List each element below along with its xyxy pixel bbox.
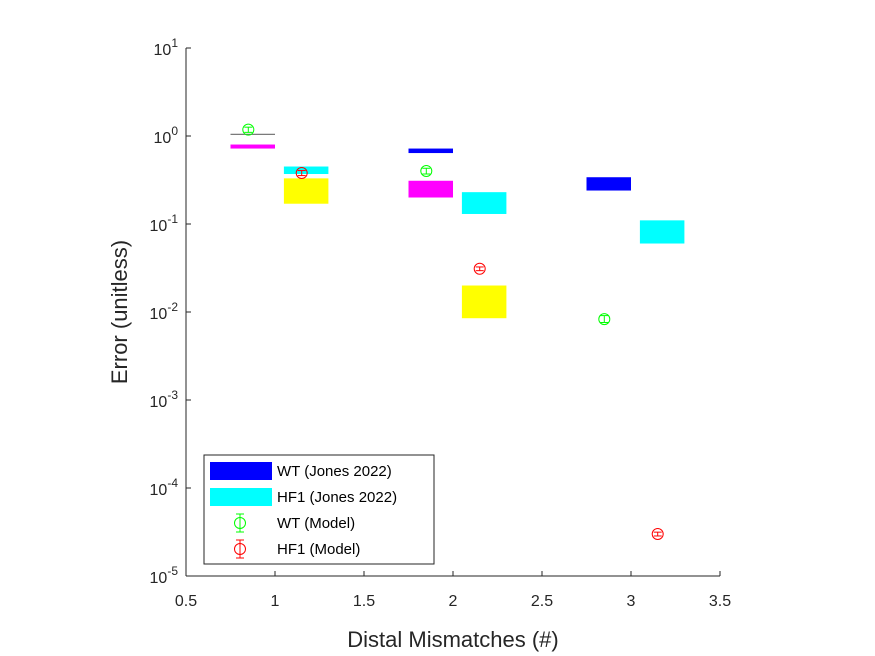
x-tick-label: 1 bbox=[271, 593, 280, 610]
data-box bbox=[230, 133, 275, 135]
legend-swatch bbox=[210, 462, 272, 480]
legend-item: HF1 (Jones 2022) bbox=[210, 488, 397, 506]
y-tick-label: 10-1 bbox=[150, 212, 179, 235]
data-box bbox=[586, 177, 631, 191]
data-point bbox=[598, 313, 611, 326]
y-ticks: 101 100 10-1 10-2 10-3 10-4 10-5 bbox=[150, 36, 191, 587]
legend-item: WT (Jones 2022) bbox=[210, 462, 392, 480]
plot-area bbox=[230, 123, 685, 541]
marker bbox=[420, 165, 433, 178]
data-point bbox=[473, 262, 486, 275]
legend-marker bbox=[234, 517, 246, 529]
legend-label: WT (Model) bbox=[277, 515, 355, 532]
marker bbox=[473, 262, 486, 275]
legend-marker bbox=[234, 543, 246, 555]
y-tick-label: 10-4 bbox=[150, 476, 179, 499]
data-box bbox=[408, 148, 453, 154]
marker bbox=[295, 166, 308, 179]
legend-label: HF1 (Model) bbox=[277, 541, 360, 558]
marker bbox=[651, 528, 664, 541]
y-tick-label: 101 bbox=[154, 36, 179, 59]
legend-label: HF1 (Jones 2022) bbox=[277, 489, 397, 506]
x-tick-label: 0.5 bbox=[175, 593, 197, 610]
x-ticks: 0.5 1 1.5 2 2.5 3 3.5 bbox=[175, 571, 731, 610]
x-axis-title: Distal Mismatches (#) bbox=[347, 627, 558, 652]
data-point bbox=[295, 166, 308, 179]
x-tick-label: 1.5 bbox=[353, 593, 375, 610]
data-box bbox=[283, 178, 329, 204]
marker bbox=[242, 123, 255, 136]
x-tick-label: 2.5 bbox=[531, 593, 553, 610]
y-axis-title: Error (unitless) bbox=[107, 240, 132, 384]
x-tick-label: 3 bbox=[627, 593, 636, 610]
legend: WT (Jones 2022) HF1 (Jones 2022) WT (Model… bbox=[203, 454, 435, 565]
legend-item: WT (Model) bbox=[234, 513, 355, 533]
data-point bbox=[651, 528, 664, 541]
data-box bbox=[408, 180, 453, 198]
x-tick-label: 2 bbox=[449, 593, 458, 610]
y-tick-label: 10-5 bbox=[150, 564, 179, 587]
y-tick-label: 10-3 bbox=[150, 388, 179, 411]
legend-item: HF1 (Model) bbox=[234, 539, 360, 559]
y-tick-label: 10-2 bbox=[150, 300, 179, 323]
data-box bbox=[639, 220, 685, 244]
y-tick-label: 100 bbox=[154, 124, 179, 147]
legend-label: WT (Jones 2022) bbox=[277, 463, 392, 480]
data-point bbox=[242, 123, 255, 136]
x-tick-label: 3.5 bbox=[709, 593, 731, 610]
data-box bbox=[230, 144, 275, 149]
data-box bbox=[461, 285, 507, 319]
marker bbox=[598, 313, 611, 326]
data-point bbox=[420, 165, 433, 178]
data-box bbox=[461, 192, 507, 214]
legend-swatch bbox=[210, 488, 272, 506]
